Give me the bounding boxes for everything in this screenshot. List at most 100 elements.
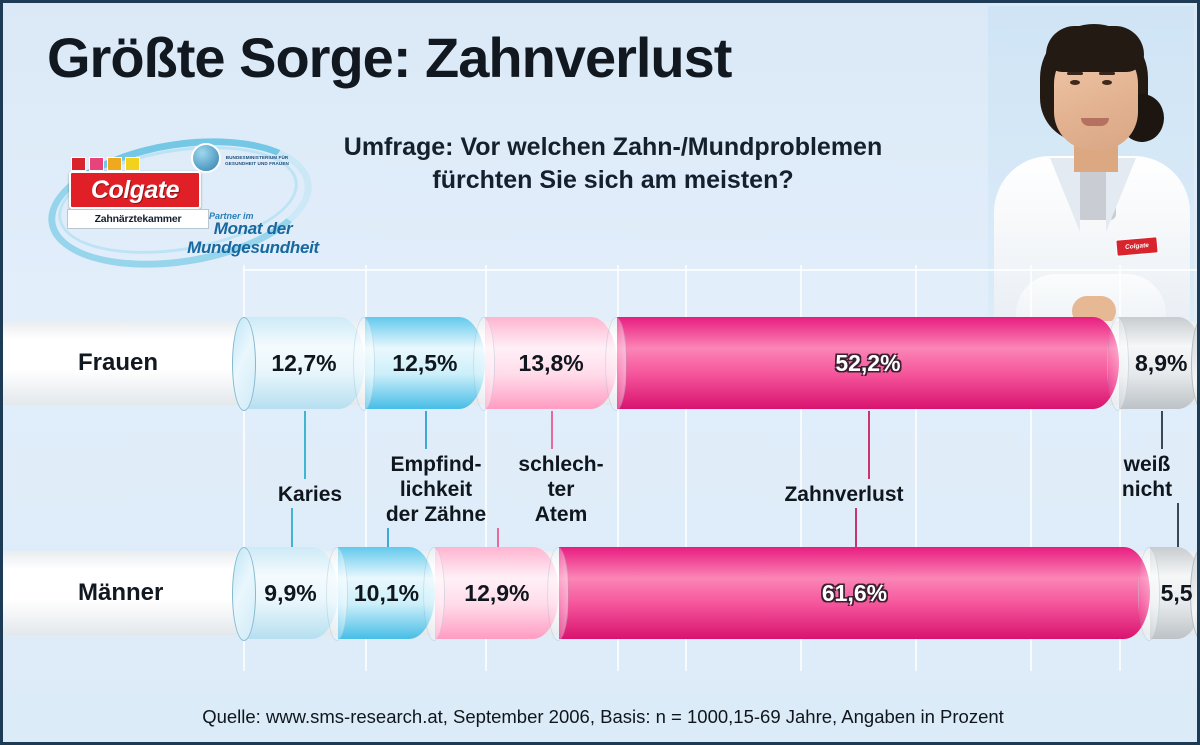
category-label-schlechter: schlech-ter Atem xyxy=(476,453,646,527)
category-label-zahnverlust: Zahnverlust xyxy=(759,483,929,508)
gridline xyxy=(799,265,802,671)
partner-prefix: Partner im xyxy=(209,211,254,221)
leader-line-up xyxy=(1161,411,1164,449)
subtitle-line-1: Umfrage: Vor welchen Zahn-/Mundproblemen xyxy=(343,133,883,161)
segment-joint xyxy=(1138,547,1161,641)
chart-top-rule xyxy=(243,269,1197,271)
bar-männer: 9,9% 10,1% 12,9% 61,6% 5,5 xyxy=(232,547,1197,641)
campaign-line-1: Monat der xyxy=(213,219,293,238)
bar-segment-karies: 9,9% xyxy=(232,547,349,641)
gridline xyxy=(364,265,367,671)
category-label-empfindlichkeit: Empfind-lichkeit der Zähne xyxy=(351,453,521,527)
segment-body xyxy=(243,547,339,639)
subtitle: Umfrage: Vor welchen Zahn-/Mundproblemen… xyxy=(303,131,923,197)
bar-segment-empfindlichkeit: 10,1% xyxy=(338,547,445,641)
segment-value-label: 12,7% xyxy=(271,349,337,376)
bar-segment-empfindlichkeit: 12,5% xyxy=(364,317,495,411)
category-label-line-1: Zahnverlust xyxy=(784,483,904,506)
eyebrow-left xyxy=(1067,72,1083,75)
eyebrow-right xyxy=(1099,72,1115,75)
bar-frauen: 12,7% 12,5% 13,8% 52,2% 8,9% xyxy=(232,317,1197,411)
gridline xyxy=(243,265,245,671)
segment-body xyxy=(617,317,1119,409)
eye-left xyxy=(1070,80,1080,85)
segment-joint xyxy=(422,547,445,641)
segment-body xyxy=(484,317,618,409)
row-label: Frauen xyxy=(78,349,159,376)
category-label-line-1: schlech- xyxy=(518,453,604,476)
segment-value-label: 12,5% xyxy=(392,349,458,376)
leader-line-down xyxy=(290,508,293,547)
segment-value-label: 10,1% xyxy=(353,579,420,606)
campaign-name: Monat der Mundgesundheit xyxy=(173,219,333,257)
leader-line-up xyxy=(867,411,870,479)
gridline xyxy=(684,265,687,671)
colgate-logo-box: Colgate xyxy=(69,171,201,209)
bar-segment-zahnverlust: 52,2% xyxy=(617,317,1129,411)
category-label-line-2: nicht xyxy=(1121,477,1173,501)
stacked-bar-chart: Frauen 12,7% 12,5% 13,8% 52,2% 8,9% Männer 9,9%… xyxy=(3,265,1197,685)
source-note: Quelle: www.sms-research.at, September 2… xyxy=(202,706,1004,727)
category-label-weiß: weiß nicht xyxy=(1062,453,1197,503)
subtitle-line-2: fürchten Sie sich am meisten? xyxy=(432,166,794,194)
dentist-portrait-photo: Colgate xyxy=(988,6,1194,324)
segment-value-label: 12,9% xyxy=(464,579,530,606)
colgate-badge: Colgate xyxy=(1115,236,1159,257)
page-title: Größte Sorge: Zahnverlust xyxy=(47,26,732,89)
bar-segment-schlechter: 12,9% xyxy=(435,547,569,641)
bar-segment-zahnverlust: 61,6% xyxy=(558,547,1161,641)
category-label-karies: Karies xyxy=(225,483,395,508)
segment-value-label: 5,5 xyxy=(1160,579,1193,606)
segment-body xyxy=(435,547,559,639)
colgate-wordmark: Colgate xyxy=(90,176,180,204)
segment-value-label: 13,8% xyxy=(518,349,584,376)
category-label-line-3: Atem xyxy=(534,502,588,526)
segment-body xyxy=(364,317,485,409)
leader-line-down xyxy=(1176,503,1179,547)
segment-joint xyxy=(605,317,628,411)
federal-emblem-icon xyxy=(191,143,221,173)
gridline xyxy=(617,265,620,671)
colgate-campaign-logo: BUNDESMINISTERIUM FÜR GESUNDHEIT UND FRA… xyxy=(38,120,333,286)
bar-start-cap xyxy=(232,317,256,411)
bar-segment-karies: 12,7% xyxy=(232,317,375,411)
leader-line-down xyxy=(854,508,857,547)
segment-body xyxy=(558,547,1151,639)
category-label-line-3: der Zähne xyxy=(385,502,487,526)
chamber-label: Zahnärztekammer xyxy=(67,209,209,229)
segment-body xyxy=(1118,317,1197,409)
campaign-line-2: Mundgesundheit xyxy=(187,238,319,258)
color-dots-graphic xyxy=(71,157,140,171)
category-label-line-2: ter xyxy=(547,477,575,501)
leader-line-up xyxy=(303,411,306,479)
bar-segment-weiß: 8,9% xyxy=(1118,317,1197,411)
bar-start-cap xyxy=(232,547,256,641)
segment-joint xyxy=(472,317,495,411)
leader-line-down xyxy=(386,528,389,547)
category-label-line-1: Karies xyxy=(277,483,343,506)
bar-segment-schlechter: 13,8% xyxy=(484,317,628,411)
leader-line-up xyxy=(551,411,554,449)
category-label-line-2: lichkeit xyxy=(399,477,473,501)
gridline xyxy=(1118,265,1121,671)
hair-fringe xyxy=(1046,26,1144,72)
segment-body xyxy=(338,547,435,639)
segment-value-label: 8,9% xyxy=(1135,349,1188,376)
row-label: Männer xyxy=(78,579,164,606)
leader-line-up xyxy=(424,411,427,449)
segment-value-label: 52,2% xyxy=(835,349,901,376)
segment-value-label: 9,9% xyxy=(264,579,317,606)
leader-line-down xyxy=(496,528,499,547)
segment-value-label: 61,6% xyxy=(821,579,888,606)
segment-joint xyxy=(546,547,569,641)
segment-joint xyxy=(326,547,349,641)
gridline xyxy=(484,265,487,671)
category-label-line-1: weiß xyxy=(1123,453,1171,476)
smiling-mouth xyxy=(1081,118,1109,126)
segment-joint xyxy=(1106,317,1129,411)
federal-ministry-text: BUNDESMINISTERIUM FÜR GESUNDHEIT UND FRA… xyxy=(225,155,289,167)
segment-joint xyxy=(352,317,375,411)
segment-body xyxy=(243,317,365,409)
gridline xyxy=(915,265,917,671)
